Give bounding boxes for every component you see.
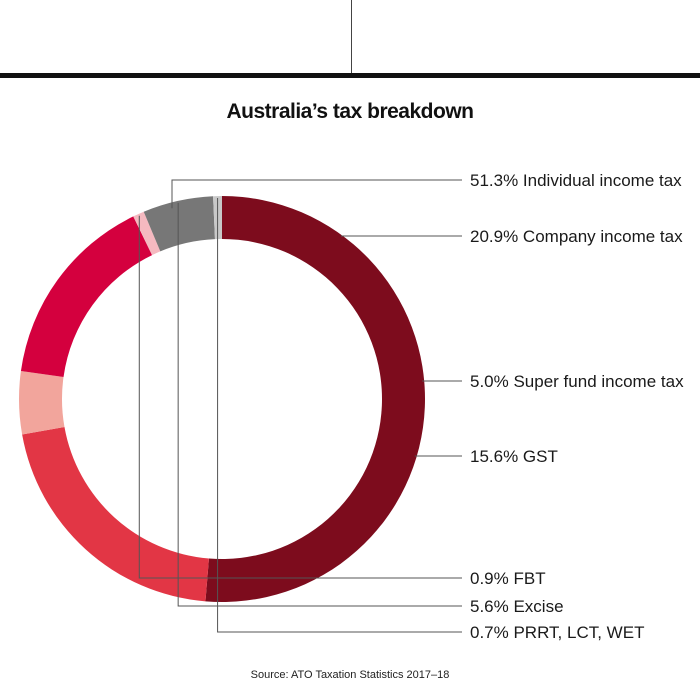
top-rule xyxy=(0,73,700,78)
slice-label: 5.0% Super fund income tax xyxy=(470,372,684,391)
leader-line xyxy=(171,179,462,209)
slice-label: 20.9% Company income tax xyxy=(470,227,683,246)
top-divider xyxy=(351,0,352,74)
donut-slice-super-fund-income-tax xyxy=(18,371,65,435)
donut-slice-gst xyxy=(20,216,153,377)
leader-line xyxy=(138,215,462,579)
slice-label: 15.6% GST xyxy=(470,447,558,466)
chart-title: Australia’s tax breakdown xyxy=(226,100,474,123)
donut-slice-excise xyxy=(143,196,215,252)
slice-label: 0.7% PRRT, LCT, WET xyxy=(470,623,644,642)
slice-label: 0.9% FBT xyxy=(470,569,546,588)
leader-line xyxy=(217,198,462,633)
donut-slice-individual-income-tax xyxy=(205,195,426,603)
donut-slice-company-income-tax xyxy=(22,427,209,602)
slice-label: 51.3% Individual income tax xyxy=(470,171,682,190)
donut-slice-fbt xyxy=(133,211,161,256)
slice-label: 5.6% Excise xyxy=(470,597,564,616)
source-note: Source: ATO Taxation Statistics 2017–18 xyxy=(250,669,450,681)
leader-line xyxy=(177,202,462,607)
